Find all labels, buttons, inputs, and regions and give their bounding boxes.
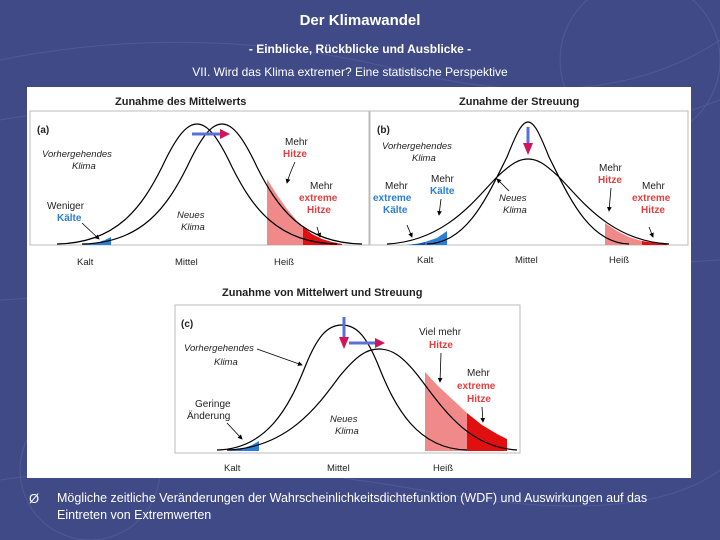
panel-c-much-more-heat-label: Viel mehr Hitze	[419, 327, 464, 351]
panel-b-new-climate-label: Neues Klima	[499, 193, 529, 216]
panel-b-extreme-cold-area	[407, 242, 425, 245]
pdf-figure: Zunahme des Mittelwerts (a) Vorhergehend…	[27, 87, 691, 478]
panel-a-tag: (a)	[37, 125, 49, 136]
panel-b-more-cold-pointer	[437, 198, 442, 216]
panel-c-new-climate-label: Neues Klima	[330, 414, 360, 437]
panel-a-new-climate-label: Neues Klima	[177, 210, 207, 233]
panel-c: Zunahme von Mittelwert und Streuung (c) …	[174, 287, 521, 474]
panel-b-previous-curve	[426, 121, 630, 245]
panel-b-more-heat-label: Mehr Hitze	[598, 163, 625, 186]
panel-a-extreme-heat-label: Mehr extreme Hitze	[299, 181, 340, 216]
panel-b-axis-cold: Kalt	[417, 255, 434, 266]
panel-c-small-change-pointer	[226, 422, 243, 440]
panel-c-extreme-heat-area	[467, 413, 507, 451]
panel-a-axis-cold: Kalt	[77, 257, 94, 268]
panel-b-more-heat-pointer	[606, 187, 612, 212]
panel-a-new-curve	[81, 123, 363, 245]
panel-c-axis-mean: Mittel	[327, 463, 350, 474]
panel-a-axis-hot: Heiß	[274, 257, 294, 268]
panel-a-heading: Zunahme des Mittelwerts	[115, 96, 246, 108]
panel-a-more-heat-label: Mehr Hitze	[283, 137, 311, 160]
panel-c-prev-climate-pointer	[256, 348, 303, 366]
panel-b-new-climate-pointer	[496, 178, 510, 192]
figure-caption: Mögliche zeitliche Veränderungen der Wah…	[57, 491, 648, 522]
panel-a: Zunahme des Mittelwerts (a) Vorhergehend…	[29, 96, 370, 268]
panel-b-more-cold-area	[407, 231, 447, 245]
panel-c-new-curve	[226, 348, 518, 451]
section-title: VII. Wird das Klima extremer? Eine stati…	[192, 65, 508, 79]
panel-b-extreme-heat-pointer	[648, 226, 654, 238]
panel-b-axis-mean: Mittel	[515, 255, 538, 266]
panel-c-previous-curve	[216, 324, 468, 451]
pdf-diagram: Zunahme des Mittelwerts (a) Vorhergehend…	[29, 96, 689, 474]
panel-c-small-change-area	[227, 441, 259, 451]
panel-c-small-change-label: Geringe Änderung	[187, 399, 233, 422]
panel-b-more-heat-area	[605, 223, 642, 245]
panel-a-frame	[29, 110, 370, 246]
panel-a-more-heat-area	[267, 179, 303, 245]
panel-c-down-arrow-head	[339, 337, 349, 349]
panel-c-tag: (c)	[181, 319, 193, 330]
panel-c-right-arrow-head	[375, 338, 385, 348]
panel-b: Zunahme der Streuung (b) Vorhergehendes …	[369, 96, 689, 266]
panel-c-much-more-heat-pointer	[437, 352, 443, 383]
panel-b-more-cold-label: Mehr Kälte	[430, 174, 457, 197]
panel-b-arrow-head	[523, 143, 533, 155]
panel-b-extreme-cold-label: Mehr extreme Kälte	[373, 181, 414, 216]
panel-c-extreme-heat-label: Mehr extreme Hitze	[457, 368, 498, 405]
panel-a-axis-mean: Mittel	[175, 257, 198, 268]
panel-b-extreme-heat-label: Mehr extreme Hitze	[632, 181, 673, 216]
page-title: Der Klimawandel	[299, 12, 421, 29]
panel-c-frame	[174, 304, 521, 454]
panel-a-more-heat-pointer	[285, 161, 296, 184]
panel-a-prev-climate-label: Vorhergehendes Klima	[42, 149, 115, 172]
panel-b-extreme-cold-pointer	[406, 224, 413, 238]
panel-c-heading: Zunahme von Mittelwert und Streuung	[222, 287, 422, 299]
panel-c-prev-climate-label: Vorhergehendes Klima	[184, 343, 257, 368]
panel-c-axis-hot: Heiß	[433, 463, 453, 474]
panel-b-heading: Zunahme der Streuung	[459, 96, 579, 108]
panel-a-extreme-heat-area	[303, 227, 342, 245]
caption-bullet: Ø	[29, 491, 40, 506]
page-subtitle: - Einblicke, Rückblicke und Ausblicke -	[248, 42, 472, 56]
panel-a-less-cold-area	[77, 237, 111, 245]
panel-a-arrow-head	[220, 129, 230, 139]
panel-a-extreme-heat-pointer	[316, 226, 322, 238]
panel-b-frame	[369, 110, 689, 246]
panel-c-axis-cold: Kalt	[224, 463, 241, 474]
panel-a-less-cold-label: Weniger Kälte	[47, 201, 87, 224]
panel-b-new-curve	[386, 158, 670, 245]
panel-c-extreme-heat-pointer	[480, 406, 486, 423]
panel-b-tag: (b)	[377, 125, 390, 136]
panel-b-prev-climate-label: Vorhergehendes Klima	[382, 141, 455, 164]
panel-a-less-cold-pointer	[81, 222, 100, 240]
panel-a-previous-curve	[56, 123, 338, 245]
panel-b-axis-hot: Heiß	[609, 255, 629, 266]
